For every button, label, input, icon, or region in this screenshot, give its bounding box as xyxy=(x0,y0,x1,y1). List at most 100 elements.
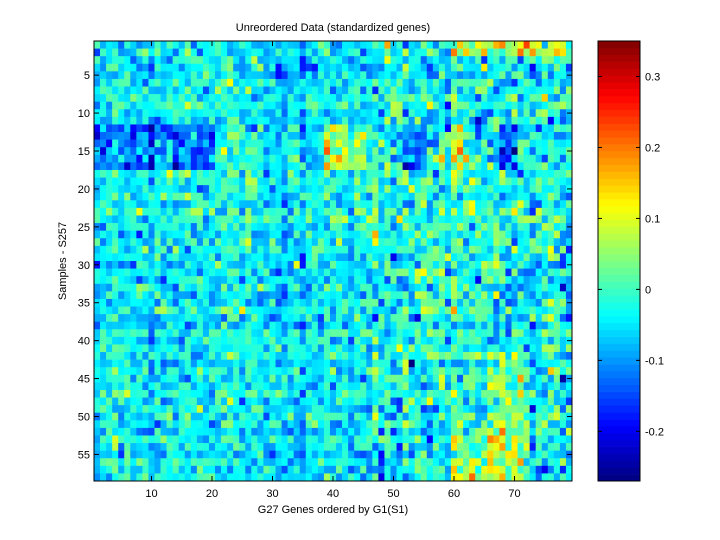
heatmap-cell xyxy=(481,48,488,57)
heatmap-cell xyxy=(112,321,119,330)
heatmap-cell xyxy=(293,124,301,133)
heatmap-cell xyxy=(559,147,567,156)
heatmap-cell xyxy=(323,101,331,110)
heatmap-cell xyxy=(208,116,216,125)
heatmap-cell xyxy=(414,321,422,330)
heatmap-cell xyxy=(130,200,137,209)
heatmap-cell xyxy=(329,344,337,353)
heatmap-cell xyxy=(148,223,155,231)
heatmap-cell xyxy=(190,56,198,65)
colorbar-step xyxy=(598,439,640,447)
heatmap-cell xyxy=(106,101,113,110)
heatmap-cell xyxy=(208,329,216,338)
heatmap-cell xyxy=(384,344,391,353)
heatmap-cell xyxy=(505,86,512,95)
heatmap-cell xyxy=(196,253,204,262)
heatmap-cell xyxy=(444,101,452,110)
heatmap-cell xyxy=(348,147,355,156)
heatmap-cell xyxy=(402,405,409,414)
heatmap-cell xyxy=(493,268,500,277)
heatmap-cell xyxy=(469,283,476,292)
chart-title: Unreordered Data (standardized genes) xyxy=(236,22,430,34)
heatmap-cell xyxy=(221,48,228,57)
heatmap-cell xyxy=(154,473,161,482)
heatmap-cell xyxy=(432,261,440,269)
heatmap-cell xyxy=(336,329,343,338)
heatmap-cell xyxy=(420,238,428,247)
heatmap-cell xyxy=(438,443,446,451)
heatmap-cell xyxy=(323,177,331,186)
heatmap-cell xyxy=(184,230,192,239)
heatmap-cell xyxy=(124,41,131,49)
heatmap-cell xyxy=(414,154,422,163)
heatmap-cell xyxy=(124,443,131,451)
heatmap-cell xyxy=(457,230,464,239)
heatmap-cell xyxy=(529,215,536,224)
heatmap-cell xyxy=(124,147,131,156)
heatmap-cell xyxy=(112,253,119,262)
heatmap-cell xyxy=(305,185,313,194)
heatmap-cell xyxy=(342,139,349,148)
heatmap-cell xyxy=(184,344,192,353)
heatmap-cell xyxy=(196,261,204,269)
heatmap-cell xyxy=(317,389,325,398)
heatmap-cell xyxy=(342,192,349,201)
heatmap-cell xyxy=(130,169,137,178)
heatmap-cell xyxy=(130,298,137,307)
heatmap-cell xyxy=(257,427,264,436)
heatmap-cell xyxy=(475,78,482,87)
heatmap-cell xyxy=(517,139,524,148)
heatmap-cell xyxy=(547,154,555,163)
heatmap-cell xyxy=(263,450,270,459)
heatmap-cell xyxy=(329,412,337,421)
heatmap-cell xyxy=(106,314,113,322)
heatmap-cell xyxy=(402,458,409,467)
heatmap-cell xyxy=(233,215,240,224)
heatmap-cell xyxy=(529,336,536,345)
heatmap-cell xyxy=(463,238,470,247)
heatmap-cell xyxy=(196,109,204,118)
heatmap-cell xyxy=(565,314,573,322)
heatmap-cell xyxy=(390,109,397,118)
heatmap-cell xyxy=(559,435,567,444)
heatmap-cell xyxy=(227,405,234,414)
heatmap-cell xyxy=(559,291,567,300)
heatmap-cell xyxy=(305,465,313,474)
heatmap-cell xyxy=(511,314,518,322)
heatmap-cell xyxy=(450,177,458,186)
heatmap-cell xyxy=(329,116,337,125)
heatmap-cell xyxy=(172,162,180,171)
heatmap-cell xyxy=(172,223,180,231)
heatmap-cell xyxy=(184,268,192,277)
heatmap-cell xyxy=(196,268,204,277)
heatmap-cell xyxy=(251,139,258,148)
heatmap-cell xyxy=(245,268,252,277)
heatmap-cell xyxy=(245,109,252,118)
heatmap-cell xyxy=(178,245,186,254)
heatmap-cell xyxy=(408,86,415,95)
heatmap-cell xyxy=(227,71,234,80)
heatmap-cell xyxy=(281,283,288,292)
heatmap-cell xyxy=(517,71,524,80)
heatmap-cell xyxy=(317,283,325,292)
heatmap-cell xyxy=(166,298,173,307)
heatmap-cell xyxy=(372,238,379,247)
heatmap-cell xyxy=(329,169,337,178)
heatmap-cell xyxy=(390,435,397,444)
heatmap-cell xyxy=(323,374,331,383)
heatmap-cell xyxy=(354,473,361,482)
heatmap-cell xyxy=(348,329,355,338)
heatmap-cell xyxy=(190,185,198,194)
heatmap-cell xyxy=(541,458,549,467)
heatmap-cell xyxy=(523,420,530,429)
heatmap-cell xyxy=(172,48,180,57)
heatmap-cell xyxy=(166,276,173,285)
heatmap-cell xyxy=(457,116,464,125)
heatmap-cell xyxy=(124,132,131,140)
heatmap-cell xyxy=(166,238,173,247)
heatmap-cell xyxy=(118,48,125,57)
heatmap-cell xyxy=(444,458,452,467)
heatmap-cell xyxy=(420,412,428,421)
heatmap-cell xyxy=(475,465,482,474)
heatmap-cell xyxy=(420,56,428,65)
